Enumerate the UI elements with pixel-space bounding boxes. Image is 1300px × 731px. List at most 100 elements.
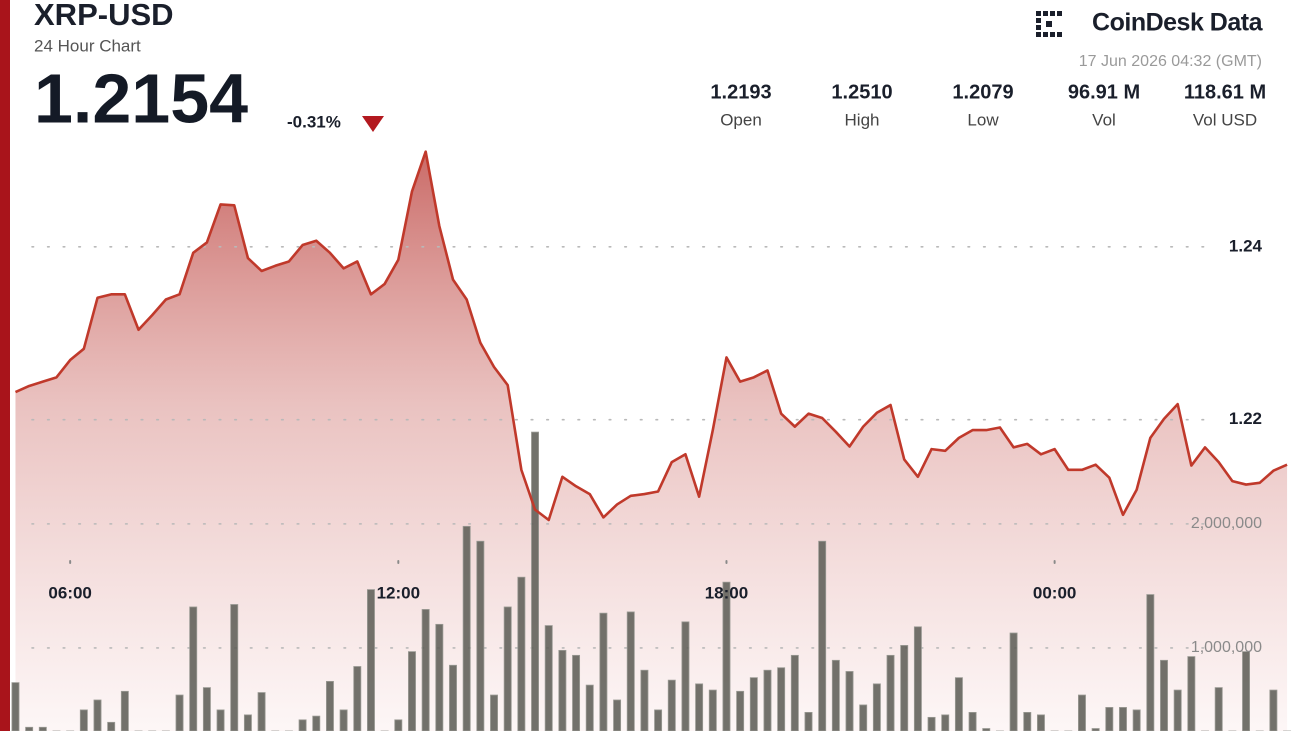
stat-label: Vol <box>1092 110 1116 129</box>
volume-bar <box>585 684 594 731</box>
volume-bar <box>1023 711 1032 731</box>
volume-bar <box>79 709 88 731</box>
volume-bar <box>913 626 922 731</box>
volume-bar <box>777 667 786 731</box>
volume-bar <box>872 683 881 731</box>
stat-value: 1.2079 <box>952 81 1013 103</box>
volume-bar <box>312 715 321 731</box>
volume-bar <box>1269 689 1278 731</box>
volume-bar <box>490 694 498 731</box>
volume-layer <box>11 431 1292 731</box>
x-tick-label: 12:00 <box>377 583 420 602</box>
stat-label: Open <box>720 110 762 129</box>
volume-bar <box>695 683 704 731</box>
volume-bar <box>503 606 512 731</box>
volume-bar <box>599 612 608 731</box>
volume-bar <box>900 645 909 731</box>
plot-area: 1.22 1.24 1,000,000 2,000,000 06:00 12:00 18:0… <box>11 150 1292 731</box>
volume-bar <box>667 679 676 731</box>
volume-bar <box>216 709 225 731</box>
x-tick-label: 06:00 <box>48 583 91 602</box>
volume-bar <box>613 699 622 731</box>
stat-value: 96.91 M <box>1068 81 1140 103</box>
volume-bar <box>11 682 20 731</box>
area-layer <box>15 151 1288 731</box>
volume-bar <box>1187 656 1196 731</box>
volume-bar <box>845 671 854 731</box>
volume-bar <box>572 654 581 731</box>
volume-bar <box>722 581 731 731</box>
price-line <box>14 150 1288 522</box>
volume-bar <box>804 711 813 731</box>
volume-bar <box>790 654 799 731</box>
volume-bar <box>175 694 184 731</box>
volume-bar <box>736 690 745 731</box>
volume-bar <box>1132 709 1141 731</box>
volume-bar <box>202 687 211 731</box>
subtitle: 24 Hour Chart <box>34 36 141 55</box>
volume-bar <box>708 689 717 731</box>
stat-label: Vol USD <box>1193 110 1257 129</box>
y-tick-label: 1.24 <box>1229 236 1263 255</box>
volume-bar <box>394 719 403 731</box>
volume-bar <box>38 726 47 731</box>
volume-bar <box>763 669 772 731</box>
stat-label: High <box>845 110 880 129</box>
volume-bar <box>531 431 539 731</box>
price-change: -0.31% <box>287 112 341 131</box>
volume-bar <box>243 714 252 731</box>
volume-bar <box>257 692 266 731</box>
volume-bar <box>462 525 471 731</box>
volume-bar <box>681 621 690 731</box>
volume-bar <box>1036 714 1045 731</box>
volume-bar <box>749 677 758 731</box>
stat-value: 118.61 M <box>1184 81 1266 103</box>
y-tick-label: 1.22 <box>1229 409 1262 428</box>
volume-bar <box>1091 728 1100 731</box>
volume-bar <box>408 651 416 731</box>
volume-bar <box>1105 707 1114 731</box>
volume-bar <box>941 714 950 731</box>
volume-bar <box>189 606 198 731</box>
volume-bar <box>818 540 827 731</box>
stat-value: 1.2193 <box>710 81 771 103</box>
volume-bar <box>886 654 895 731</box>
x-tick-label: 18:00 <box>705 583 748 602</box>
volume-bar <box>367 589 375 731</box>
volume-bar <box>230 604 239 731</box>
down-arrow <box>362 116 384 132</box>
volume-bar <box>544 625 553 731</box>
volume-bar <box>25 726 34 731</box>
volume-bar <box>339 709 348 731</box>
symbol: XRP-USD <box>34 0 174 32</box>
x-tick-label: 00:00 <box>1033 583 1076 602</box>
volume-bar <box>640 669 649 731</box>
volume-bar <box>954 677 963 731</box>
price: 1.2154 <box>34 59 248 137</box>
volume-bar <box>859 704 868 731</box>
volume-bar <box>1078 694 1086 731</box>
volume-bar <box>1160 659 1168 731</box>
volume-bar <box>831 659 840 731</box>
volume-bar <box>353 666 362 731</box>
volume-bar <box>120 690 129 731</box>
price-area <box>15 151 1288 731</box>
volume-bar <box>476 540 485 731</box>
accent-bar <box>0 0 10 731</box>
y2-tick-label: 2,000,000 <box>1191 515 1262 532</box>
brand: CoinDesk Data <box>1092 9 1264 37</box>
volume-bar <box>982 728 991 731</box>
volume-bar <box>1242 651 1250 731</box>
volume-bar <box>968 711 977 731</box>
volume-bar <box>517 576 526 731</box>
volume-bar <box>1119 707 1127 731</box>
volume-bar <box>626 611 635 731</box>
label-layer: 1.22 1.24 1,000,000 2,000,000 06:00 12:00 18:0… <box>48 236 1262 656</box>
volume-bar <box>449 664 457 731</box>
line-layer <box>14 150 1288 522</box>
volume-bar <box>558 649 567 731</box>
timestamp: 17 Jun 2026 04:32 (GMT) <box>1079 53 1262 70</box>
volume-bar <box>298 719 307 731</box>
